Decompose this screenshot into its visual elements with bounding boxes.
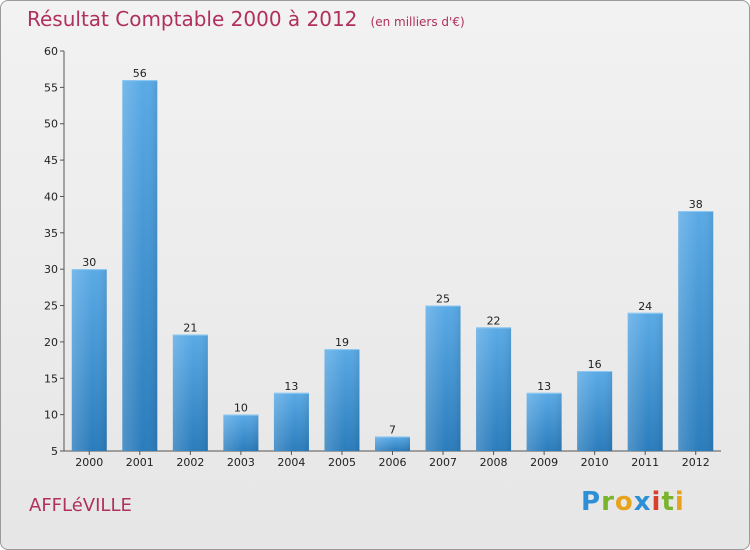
chart-value-labels: 30 56 21 10 13 19 7 25 22 13 16 24 38	[82, 67, 702, 436]
x-tick-label-2008: 2008	[480, 456, 508, 469]
y-tick-label: 50	[44, 118, 58, 131]
logo-letter: i	[674, 487, 685, 517]
y-tick-label: 40	[44, 190, 58, 203]
y-tick-label: 10	[44, 409, 58, 422]
bar-shade-2000	[71, 269, 107, 451]
bar-shade-2010	[577, 371, 613, 451]
y-tick-label: 25	[44, 300, 58, 313]
y-tick-label: 30	[44, 263, 58, 276]
bar-shade-2011	[627, 312, 663, 451]
value-label-2010: 16	[588, 358, 602, 371]
value-label-2012: 38	[689, 198, 703, 211]
x-tick-label-2003: 2003	[227, 456, 255, 469]
chart-axes: 5 10 15 20 25 30 35 40 45 50 55 60 2000 2001 2002 2003 2…	[44, 45, 721, 469]
y-tick-label: 5	[51, 445, 58, 458]
logo-letter: x	[633, 487, 652, 517]
bar-shade-2002	[172, 334, 208, 451]
value-label-2002: 21	[183, 322, 197, 335]
bar-shade-2001	[122, 80, 158, 451]
x-tick-label-2002: 2002	[176, 456, 204, 469]
value-label-2009: 13	[537, 380, 551, 393]
x-tick-label-2007: 2007	[429, 456, 457, 469]
y-tick-label: 20	[44, 336, 58, 349]
value-label-2000: 30	[82, 256, 96, 269]
x-tick-label-2009: 2009	[530, 456, 558, 469]
logo-letter: i	[651, 487, 662, 517]
chart-title: Résultat Comptable 2000 à 2012	[27, 7, 358, 31]
y-tick-label: 60	[44, 45, 58, 58]
x-tick-label-2000: 2000	[75, 456, 103, 469]
x-tick-label-2001: 2001	[126, 456, 154, 469]
commune-name: AFFLéVILLE	[29, 495, 132, 516]
bar-shade-2007	[425, 305, 461, 451]
bar-shade-2003	[223, 414, 259, 451]
y-tick-label: 35	[44, 227, 58, 240]
logo-letter: t	[661, 487, 675, 517]
y-tick-label: 45	[44, 154, 58, 167]
bar-shade-2005	[324, 349, 360, 451]
bar-shade-2004	[273, 392, 309, 451]
value-label-2005: 19	[335, 336, 349, 349]
value-label-2007: 25	[436, 293, 450, 306]
logo-letter: o	[614, 487, 634, 517]
x-tick-label-2011: 2011	[631, 456, 659, 469]
logo-letter: r	[601, 487, 615, 517]
chart-bars	[71, 80, 714, 451]
x-tick-label-2005: 2005	[328, 456, 356, 469]
value-label-2003: 10	[234, 402, 248, 415]
value-label-2001: 56	[133, 67, 147, 80]
proxiti-logo: Proxiti	[581, 487, 685, 517]
bar-shade-2008	[476, 327, 512, 451]
chart-subtitle: (en milliers d'€)	[370, 15, 465, 29]
x-tick-label-2012: 2012	[682, 456, 710, 469]
bar-shade-2006	[375, 436, 410, 451]
chart-header: Résultat Comptable 2000 à 2012 (en milli…	[27, 7, 465, 31]
y-tick-label: 15	[44, 372, 58, 385]
bar-shade-2009	[526, 392, 562, 451]
y-tick-label: 55	[44, 81, 58, 94]
x-tick-label-2006: 2006	[379, 456, 407, 469]
bar-shade-2012	[678, 211, 714, 451]
x-tick-label-2004: 2004	[277, 456, 305, 469]
x-tick-label-2010: 2010	[581, 456, 609, 469]
value-label-2011: 24	[638, 300, 652, 313]
value-label-2008: 22	[487, 314, 501, 327]
logo-letter: P	[581, 487, 602, 517]
value-label-2004: 13	[284, 380, 298, 393]
value-label-2006: 7	[389, 423, 396, 436]
